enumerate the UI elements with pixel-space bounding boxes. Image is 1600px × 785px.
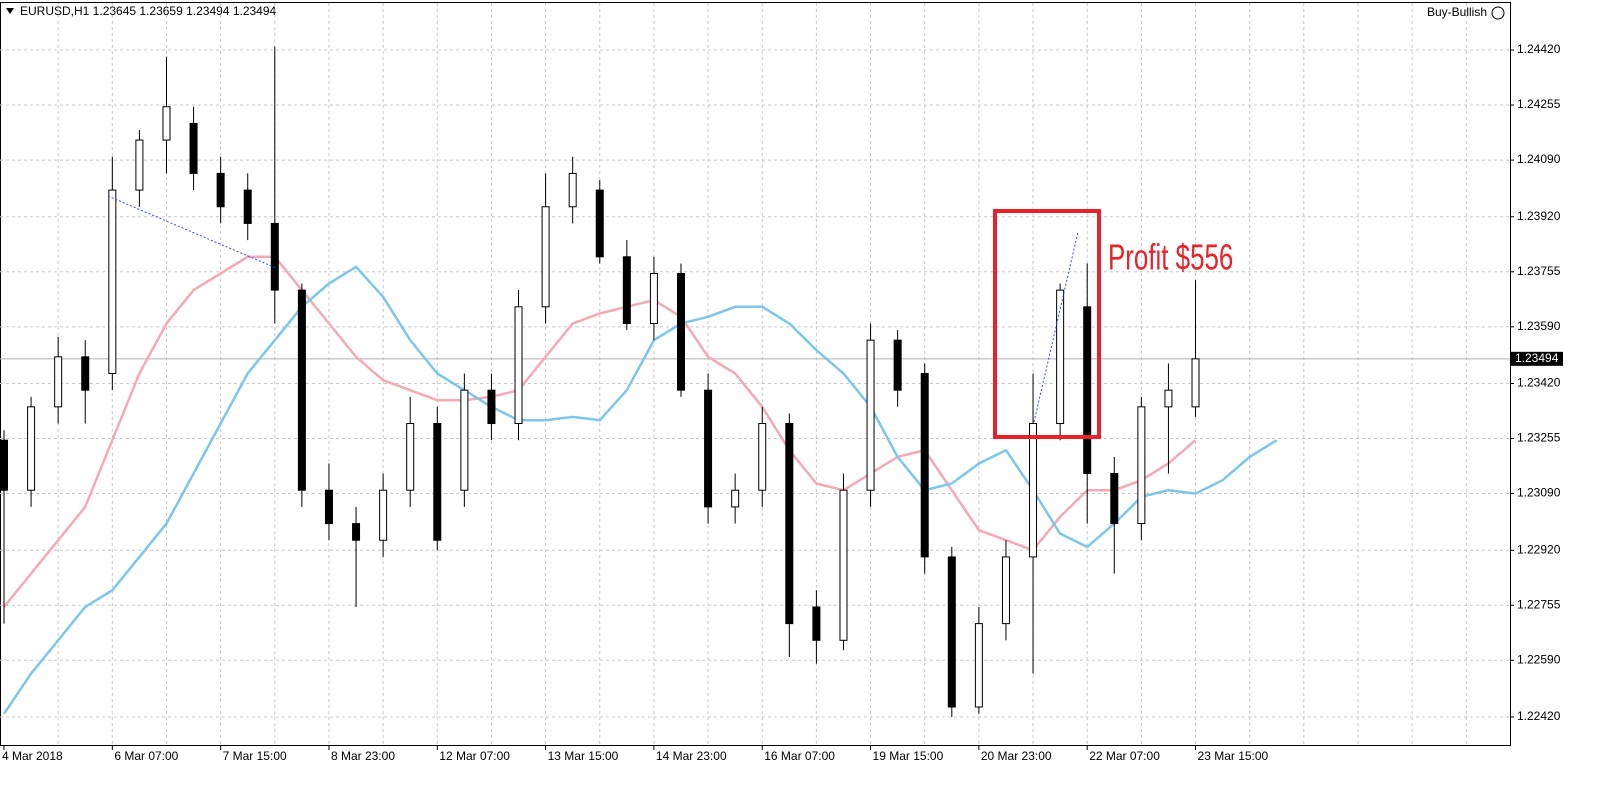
x-tick-label: 6 Mar 07:00 xyxy=(114,749,178,763)
candle-body xyxy=(704,389,713,508)
candle-body xyxy=(352,523,361,541)
candle-body xyxy=(920,373,929,558)
candle-body xyxy=(1029,423,1038,558)
x-tick-label: 23 Mar 15:00 xyxy=(1198,749,1269,763)
y-tick-label: 1.23255 xyxy=(1517,431,1561,445)
x-tick-label: 8 Mar 23:00 xyxy=(331,749,395,763)
y-tick-label: 1.22420 xyxy=(1517,709,1561,723)
x-tick-label: 16 Mar 07:00 xyxy=(764,749,835,763)
candle-body xyxy=(1164,389,1173,408)
x-tick-label: 19 Mar 15:00 xyxy=(873,749,944,763)
candle-body xyxy=(947,556,956,708)
candle-body xyxy=(54,356,63,408)
y-tick-label: 1.22920 xyxy=(1517,542,1561,556)
candle-body xyxy=(595,189,604,258)
trade-line xyxy=(1033,231,1079,423)
smiley-icon xyxy=(1491,6,1505,20)
candle-body xyxy=(243,189,252,224)
candle-body xyxy=(541,206,550,308)
candle-body xyxy=(893,339,902,391)
plot-frame xyxy=(0,2,1511,746)
candle-body xyxy=(1191,358,1200,408)
moving-average xyxy=(2,265,1278,715)
highlight-box xyxy=(993,209,1101,439)
menu-arrow[interactable] xyxy=(6,8,14,14)
trade-line xyxy=(107,195,277,269)
y-tick-label: 1.24255 xyxy=(1517,97,1561,111)
y-tick-label: 1.24090 xyxy=(1517,152,1561,166)
x-tick-label: 4 Mar 2018 xyxy=(2,749,63,763)
candle-body xyxy=(568,172,577,208)
y-tick-label: 1.23590 xyxy=(1517,319,1561,333)
candle-body xyxy=(433,423,442,541)
candle-body xyxy=(487,389,496,425)
y-tick-label: 1.24420 xyxy=(1517,42,1561,56)
candle-body xyxy=(758,423,767,491)
candle-body xyxy=(27,406,36,491)
candle-body xyxy=(866,339,875,491)
candle-body xyxy=(81,356,90,391)
candle-body xyxy=(1137,406,1146,525)
candle-body xyxy=(785,423,794,625)
y-tick-label: 1.22590 xyxy=(1517,652,1561,666)
candle-body xyxy=(1110,473,1119,525)
candle-body xyxy=(677,272,685,391)
candle-body xyxy=(514,306,523,425)
moving-average xyxy=(3,255,1197,608)
candle-body xyxy=(162,106,171,141)
chart-title: EURUSD,H1 1.23645 1.23659 1.23494 1.2349… xyxy=(20,4,277,18)
x-tick-label: 22 Mar 07:00 xyxy=(1089,749,1160,763)
y-tick-label: 1.22755 xyxy=(1517,597,1561,611)
candle-body xyxy=(812,606,821,641)
indicator-name: Buy-Bullish xyxy=(1427,5,1487,19)
candle-body xyxy=(649,272,658,324)
last-price-label: 1.23494 xyxy=(1515,351,1559,365)
candle-body xyxy=(1083,306,1092,475)
candle-body xyxy=(406,423,415,491)
candle-body xyxy=(108,189,117,375)
x-tick-label: 13 Mar 15:00 xyxy=(548,749,619,763)
profit-annotation: Profit $556 xyxy=(1108,237,1233,277)
candle-body xyxy=(189,122,198,174)
x-tick-label: 12 Mar 07:00 xyxy=(439,749,510,763)
y-tick-label: 1.23420 xyxy=(1517,376,1561,390)
candle-body xyxy=(622,256,631,324)
candle-body xyxy=(1056,289,1065,425)
y-tick-label: 1.23755 xyxy=(1517,264,1561,278)
x-tick-label: 7 Mar 15:00 xyxy=(223,749,287,763)
x-tick-label: 20 Mar 23:00 xyxy=(981,749,1052,763)
x-tick-label: 14 Mar 23:00 xyxy=(656,749,727,763)
candle-body xyxy=(731,489,740,508)
candle-body xyxy=(379,489,388,541)
candle-body xyxy=(270,222,279,291)
y-tick-label: 1.23920 xyxy=(1517,209,1561,223)
candle-body xyxy=(460,389,469,491)
candle-body xyxy=(297,289,306,491)
y-tick-label: 1.23090 xyxy=(1517,486,1561,500)
candle-body xyxy=(324,489,333,525)
candle-body xyxy=(839,489,848,641)
candle-body xyxy=(1001,556,1010,625)
candle-body xyxy=(216,172,225,208)
candle-body xyxy=(974,623,983,708)
candle-body xyxy=(0,439,8,491)
last-price-box xyxy=(1511,351,1563,366)
candle-body xyxy=(135,139,144,191)
